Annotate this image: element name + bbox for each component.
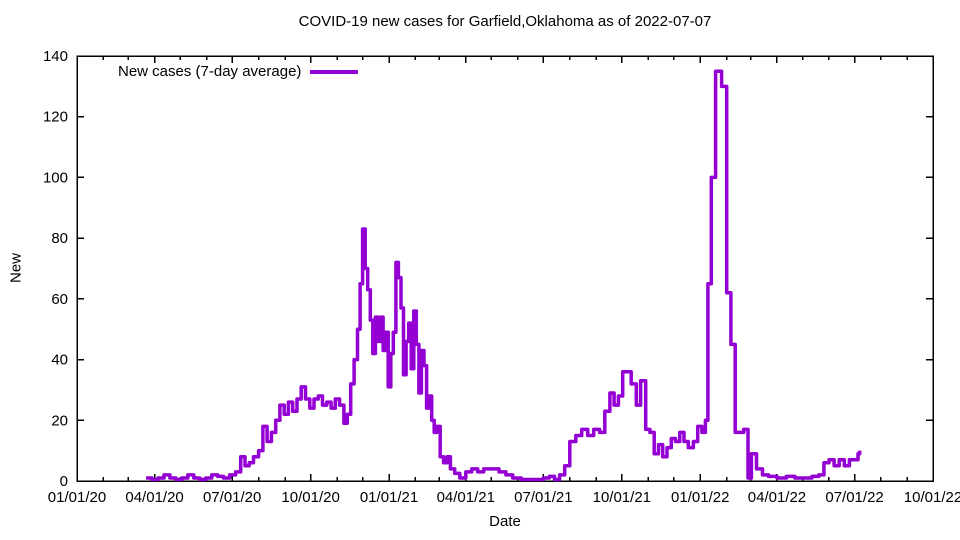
data-line bbox=[146, 69, 862, 482]
y-tick-label: 80 bbox=[51, 230, 68, 247]
legend-label: New cases (7-day average) bbox=[118, 63, 302, 80]
x-tick-label: 01/01/20 bbox=[48, 489, 106, 506]
plot-border bbox=[76, 55, 934, 482]
x-tick-label: 07/01/20 bbox=[203, 489, 261, 506]
x-tick-label: 10/01/21 bbox=[593, 489, 651, 506]
y-tick-label: 20 bbox=[51, 412, 68, 429]
y-tick-label: 0 bbox=[60, 473, 68, 490]
y-tick-label: 100 bbox=[43, 169, 68, 186]
x-tick-label: 01/01/21 bbox=[360, 489, 418, 506]
x-tick-label: 04/01/21 bbox=[437, 489, 495, 506]
x-axis-title: Date bbox=[489, 513, 521, 530]
y-tick-label: 120 bbox=[43, 109, 68, 126]
chart-title: COVID-19 new cases for Garfield,Oklahoma… bbox=[298, 13, 712, 30]
x-tick-label: 10/01/22 bbox=[904, 489, 960, 506]
x-tick-label: 04/01/22 bbox=[748, 489, 806, 506]
legend-line-sample bbox=[310, 69, 359, 74]
x-tick-label: 01/01/22 bbox=[671, 489, 729, 506]
x-tick-label: 07/01/21 bbox=[514, 489, 572, 506]
legend: New cases (7-day average) bbox=[118, 63, 359, 80]
y-tick-label: 140 bbox=[43, 48, 68, 65]
x-tick-label: 07/01/22 bbox=[825, 489, 883, 506]
x-tick-label: 10/01/20 bbox=[281, 489, 339, 506]
x-tick-label: 04/01/20 bbox=[125, 489, 183, 506]
y-tick-label: 40 bbox=[51, 352, 68, 369]
y-tick-label: 60 bbox=[51, 291, 68, 308]
